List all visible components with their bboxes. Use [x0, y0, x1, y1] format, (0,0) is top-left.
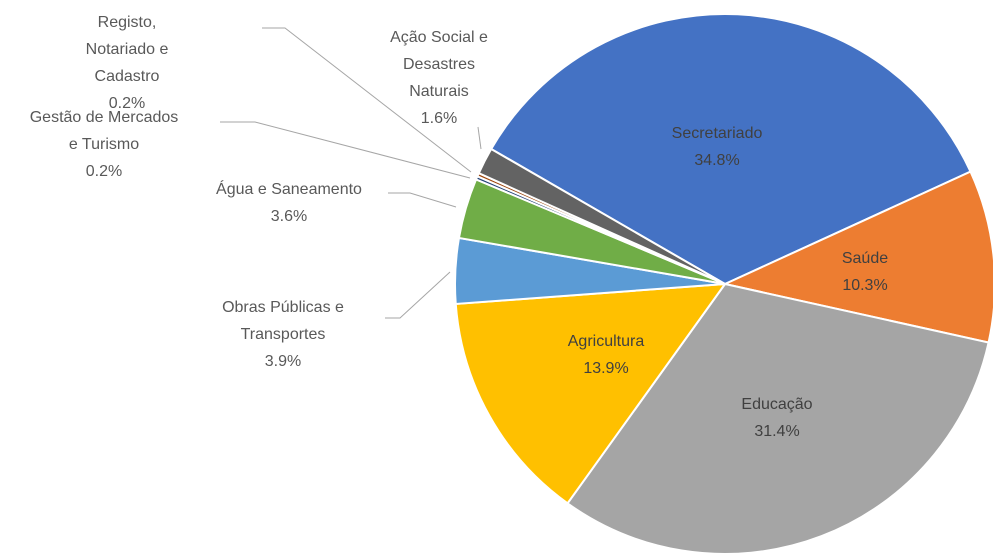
label-value: 13.9% [583, 360, 629, 377]
data-label: Obras Públicas e Transportes 3.9% [208, 294, 358, 375]
label-value: 31.4% [754, 423, 800, 440]
data-label: Secretariado 34.8% [642, 120, 792, 174]
label-name: Água e Saneamento [216, 181, 362, 198]
pie-slice [489, 13, 972, 286]
data-label: Água e Saneamento 3.6% [194, 176, 384, 230]
leader-line [262, 27, 472, 173]
label-value: 3.9% [264, 353, 302, 370]
leader-line [220, 121, 471, 179]
pie-slice [454, 282, 728, 505]
label-value: 10.3% [842, 277, 888, 294]
label-name: Saúde [841, 250, 889, 267]
pie-slice [566, 282, 990, 555]
label-value: 3.6% [270, 208, 308, 225]
label-value: 0.2% [108, 95, 146, 112]
label-value: 1.6% [420, 110, 458, 127]
pie-slice [477, 147, 726, 285]
label-name: Ação Social e Desastres Naturais [390, 29, 488, 100]
label-value: 0.2% [85, 163, 123, 180]
leader-line [477, 126, 482, 150]
label-value: 34.8% [694, 152, 740, 169]
label-name: Secretariado [671, 125, 763, 142]
label-name: Educação [741, 396, 813, 413]
data-label: Agricultura 13.9% [531, 328, 681, 382]
label-name: Gestão de Mercados e Turismo [29, 109, 179, 153]
leader-line [388, 192, 457, 208]
data-label: Educação 31.4% [702, 391, 852, 445]
data-label: Saúde 10.3% [800, 245, 930, 299]
data-label: Gestão de Mercados e Turismo 0.2% [24, 104, 184, 185]
pie-slice [721, 170, 993, 344]
data-label: Registo, Notariado e Cadastro 0.2% [77, 9, 177, 117]
data-label: Ação Social e Desastres Naturais 1.6% [379, 24, 499, 132]
leader-line [385, 271, 451, 319]
label-name: Registo, Notariado e Cadastro [85, 14, 169, 85]
label-name: Agricultura [567, 333, 645, 350]
label-name: Obras Públicas e Transportes [222, 299, 344, 343]
